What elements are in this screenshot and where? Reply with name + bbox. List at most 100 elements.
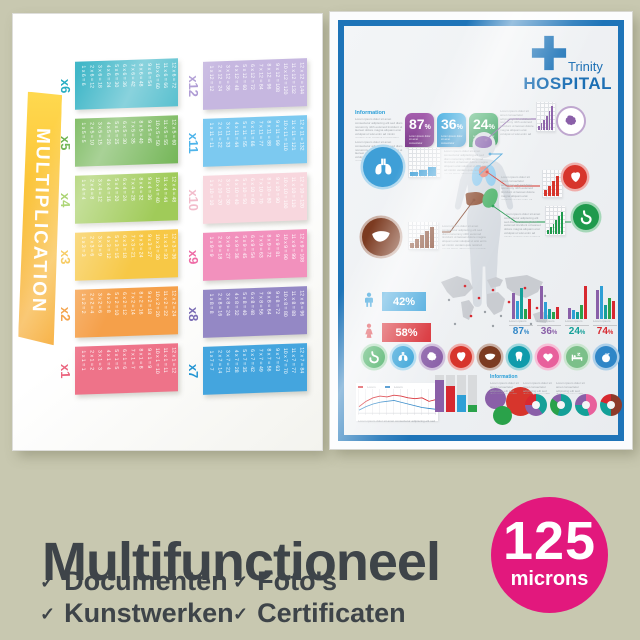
table-row: 5 x 1 = 5 bbox=[113, 349, 120, 370]
lungs-icon-circle bbox=[363, 147, 403, 187]
female-pictogram bbox=[361, 315, 377, 347]
table-row: 4 x 12 = 48 bbox=[232, 64, 239, 91]
feature-label: Foto's bbox=[257, 566, 337, 596]
table-row: 7 x 5 = 35 bbox=[129, 120, 136, 144]
checkmark-icon: ✓ bbox=[40, 604, 56, 624]
table-row: 1 x 5 = 5 bbox=[80, 122, 87, 143]
donut-chart bbox=[575, 394, 597, 416]
donut-chart bbox=[600, 394, 622, 416]
donut-charts bbox=[525, 394, 622, 416]
table-row: 6 x 8 = 48 bbox=[249, 291, 256, 316]
table-row: 10 x 8 = 80 bbox=[282, 290, 289, 317]
table-row: 2 x 10 = 20 bbox=[216, 179, 223, 206]
table-row: 3 x 4 = 12 bbox=[96, 178, 103, 202]
table-row: 6 x 11 = 66 bbox=[249, 120, 256, 147]
table-label: x1 bbox=[58, 363, 73, 379]
table-row: 11 x 1 = 11 bbox=[162, 347, 169, 373]
table-row: 9 x 9 = 81 bbox=[273, 234, 280, 258]
bar-group-caption: Lorem ipsum dolor sit amet consectetur a… bbox=[593, 320, 611, 324]
bar-group-bars bbox=[564, 285, 590, 319]
table-row: 9 x 12 = 108 bbox=[273, 63, 280, 93]
poster-frame: Trinity HOSPITAL Information Lorem ipsum… bbox=[338, 20, 624, 441]
table-row: 11 x 9 = 99 bbox=[290, 233, 297, 260]
table-row: 8 x 8 = 64 bbox=[265, 291, 272, 315]
table-row: 12 x 8 = 96 bbox=[298, 290, 305, 317]
heart-organ-icon bbox=[450, 346, 472, 368]
table-row: 6 x 5 = 30 bbox=[121, 120, 128, 145]
table-row: 1 x 8 = 8 bbox=[208, 293, 215, 314]
table-row: 12 x 1 = 12 bbox=[170, 347, 177, 374]
brain-icon-circle bbox=[556, 106, 586, 136]
table-row: 12 x 6 = 72 bbox=[170, 62, 177, 89]
lungs-icon bbox=[363, 147, 403, 187]
table-row: 10 x 4 = 40 bbox=[154, 176, 161, 203]
table-row: 10 x 9 = 90 bbox=[282, 233, 289, 260]
heart-mini-chart bbox=[542, 170, 562, 198]
table-row: 10 x 6 = 60 bbox=[154, 62, 161, 89]
table-label: x9 bbox=[186, 249, 201, 265]
tooth-icon bbox=[508, 346, 530, 368]
lungs-callout-text: Lorem ipsum dolor sit amet consectetur a… bbox=[444, 150, 489, 174]
table-row: 4 x 10 = 40 bbox=[232, 178, 239, 205]
table-row: 3 x 5 = 15 bbox=[96, 121, 103, 145]
brain-icon bbox=[421, 346, 443, 368]
mini-bar-track bbox=[468, 375, 477, 412]
thickness-value: 125 bbox=[502, 510, 597, 571]
table-row: 8 x 3 = 24 bbox=[137, 234, 144, 258]
table-row: 5 x 7 = 35 bbox=[241, 349, 248, 373]
table-row: 12 x 7 = 84 bbox=[298, 347, 305, 374]
stomach-mini-chart bbox=[545, 206, 565, 236]
checkmark-icon: ✓ bbox=[233, 572, 249, 592]
table-label: x3 bbox=[58, 249, 73, 265]
table-row: 4 x 5 = 20 bbox=[104, 121, 111, 145]
table-row: 2 x 6 = 12 bbox=[88, 65, 95, 89]
table-label: x5 bbox=[58, 135, 73, 151]
table-block: 1 x 11 = 11 2 x 11 = 22 3 x 11 = 33 4 x 11 … bbox=[203, 115, 307, 167]
legend-swatch-blue bbox=[385, 386, 390, 388]
placeholder-column: Lorem ipsum dolor sit amet consectetur a… bbox=[556, 382, 585, 394]
table-row: 9 x 6 = 54 bbox=[145, 63, 152, 87]
table-row: 4 x 6 = 24 bbox=[104, 64, 111, 88]
poster-content: Trinity HOSPITAL Information Lorem ipsum… bbox=[344, 26, 622, 435]
table-label: x8 bbox=[186, 306, 201, 322]
multiplication-table: x11 1 x 11 = 11 2 x 11 = 22 3 x 11 = 33 4 x … bbox=[186, 115, 307, 167]
feature-item: ✓ Certificaten bbox=[233, 598, 406, 629]
female-percentage-box: 58% bbox=[382, 323, 431, 342]
male-percentage-box: 42% bbox=[382, 292, 426, 311]
line-chart bbox=[358, 389, 437, 415]
table-row: 3 x 1 = 3 bbox=[96, 349, 103, 371]
table-row: 8 x 10 = 80 bbox=[265, 177, 272, 204]
table-row: 1 x 6 = 6 bbox=[80, 65, 87, 86]
table-row: 8 x 12 = 96 bbox=[265, 63, 272, 90]
liver-icon bbox=[362, 218, 400, 256]
table-row: 3 x 9 = 27 bbox=[224, 235, 231, 259]
table-row: 5 x 10 = 50 bbox=[241, 178, 248, 205]
table-row: 8 x 9 = 72 bbox=[265, 234, 272, 258]
bar-group-value: 87% bbox=[512, 326, 530, 337]
checkmark-icon: ✓ bbox=[233, 604, 249, 624]
table-row: 3 x 11 = 33 bbox=[224, 121, 231, 148]
table-row: 9 x 8 = 72 bbox=[273, 291, 280, 315]
organ-icon-row bbox=[360, 346, 617, 368]
placeholder-column: Lorem ipsum dolor sit amet consectetur a… bbox=[523, 382, 552, 394]
table-row: 1 x 10 = 10 bbox=[208, 179, 215, 206]
table-row: 11 x 7 = 77 bbox=[290, 347, 297, 374]
table-row: 9 x 1 = 9 bbox=[145, 348, 152, 369]
table-row: 12 x 3 = 36 bbox=[170, 233, 177, 260]
product-title: Multifunctioneel bbox=[42, 532, 441, 593]
table-row: 2 x 3 = 6 bbox=[88, 236, 95, 257]
table-row: 8 x 1 = 8 bbox=[137, 348, 144, 369]
line-chart-axis-labels: Lorem ipsum dolor sit amet consectetur a… bbox=[358, 420, 436, 423]
table-row: 1 x 7 = 7 bbox=[208, 350, 215, 371]
table-row: 1 x 12 = 12 bbox=[208, 65, 215, 92]
bar-group-value: 36% bbox=[540, 326, 558, 337]
table-row: 10 x 12 = 120 bbox=[282, 62, 289, 95]
bar-group-caption: Lorem ipsum dolor sit amet consectetur a… bbox=[509, 320, 527, 324]
